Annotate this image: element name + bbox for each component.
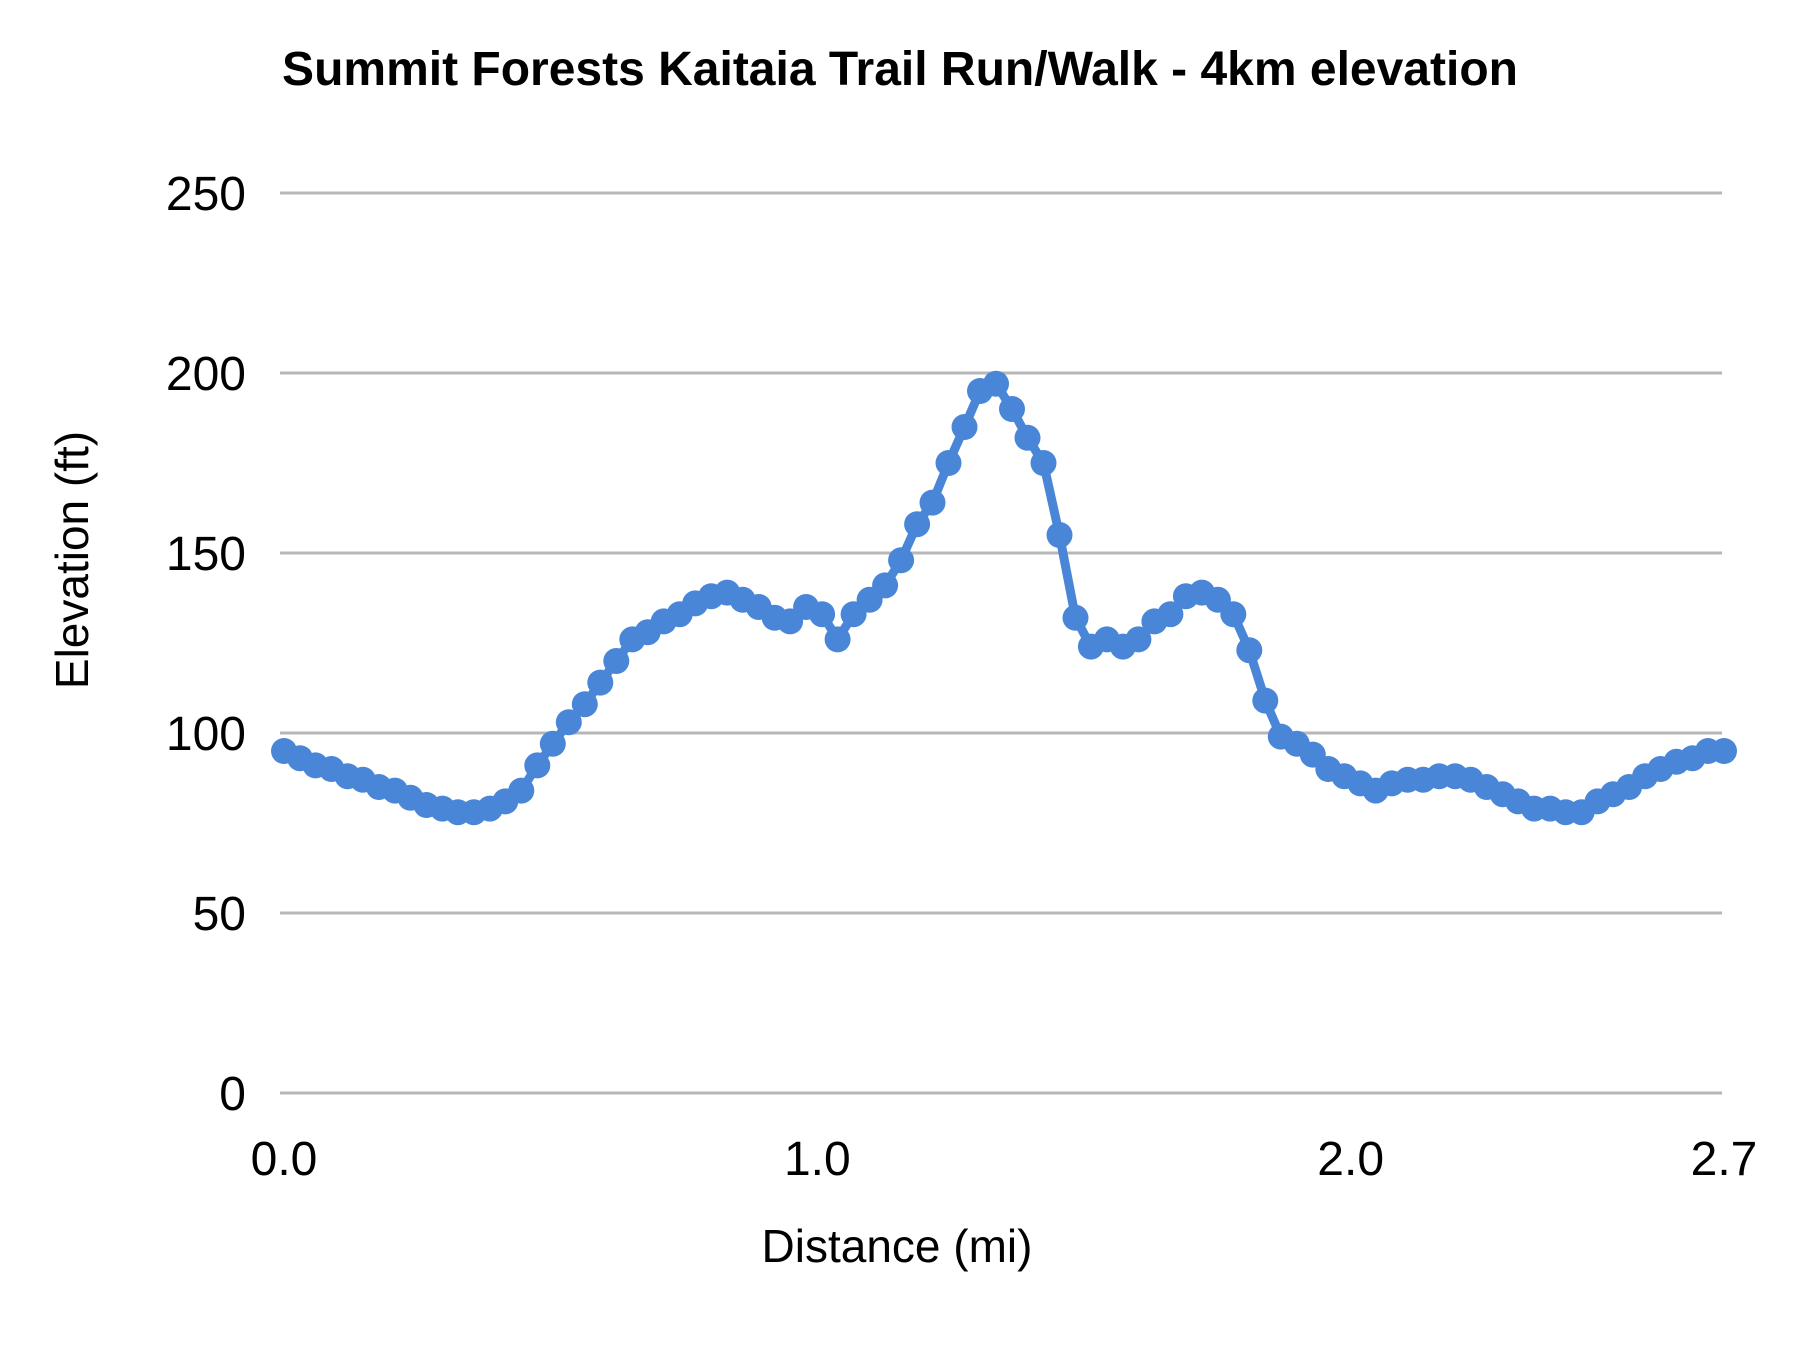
- y-axis-title: Elevation (ft): [46, 431, 98, 689]
- data-point-marker: [999, 396, 1025, 422]
- y-tick-label-200: 200: [166, 348, 246, 401]
- y-tick-label-100: 100: [166, 708, 246, 761]
- data-point-marker: [1125, 626, 1152, 653]
- data-point-marker: [524, 752, 551, 779]
- elevation-series: [271, 370, 1737, 826]
- data-point-marker: [587, 669, 614, 696]
- y-tick-label-150: 150: [166, 528, 246, 581]
- x-tick-label-2.0: 2.0: [1317, 1133, 1384, 1186]
- y-tick-label-0: 0: [219, 1068, 246, 1121]
- data-point-marker: [824, 626, 851, 653]
- data-point-marker: [904, 511, 931, 538]
- data-point-marker: [872, 572, 899, 599]
- y-tick-label-250: 250: [166, 168, 246, 221]
- data-point-marker: [555, 709, 582, 736]
- data-point-marker: [571, 691, 598, 718]
- data-point-marker: [935, 450, 962, 476]
- chart-title: Summit Forests Kaitaia Trail Run/Walk - …: [282, 43, 1518, 96]
- series-line: [279, 379, 1729, 817]
- data-point-marker: [508, 777, 535, 804]
- gridlines: [280, 191, 1722, 1095]
- data-point-marker: [1711, 738, 1737, 764]
- data-point-marker: [1157, 601, 1184, 628]
- x-tick-label-2.7: 2.7: [1691, 1133, 1758, 1186]
- data-point-marker: [1014, 424, 1041, 451]
- data-point-marker: [1046, 522, 1073, 548]
- data-point-marker: [603, 648, 630, 674]
- data-point-marker: [1236, 637, 1263, 664]
- data-point-marker: [1030, 450, 1057, 476]
- data-point-marker: [951, 414, 978, 440]
- data-point-marker: [1220, 601, 1247, 628]
- x-tick-label-0.0: 0.0: [251, 1133, 318, 1186]
- y-tick-label-50: 50: [193, 888, 246, 941]
- data-point-marker: [539, 730, 566, 757]
- data-point-marker: [983, 370, 1009, 397]
- x-axis-tick-labels: 0.0 1.0 2.0 2.7: [251, 1133, 1758, 1186]
- data-point-marker: [1252, 687, 1279, 714]
- data-point-marker: [1062, 604, 1089, 631]
- x-axis-title: Distance (mi): [762, 1220, 1033, 1272]
- y-axis-tick-labels: 0 50 100 150 200 250: [166, 168, 246, 1121]
- data-point-marker: [809, 601, 836, 628]
- data-point-marker: [888, 547, 915, 574]
- data-point-marker: [919, 489, 946, 516]
- x-tick-label-1.0: 1.0: [784, 1133, 851, 1186]
